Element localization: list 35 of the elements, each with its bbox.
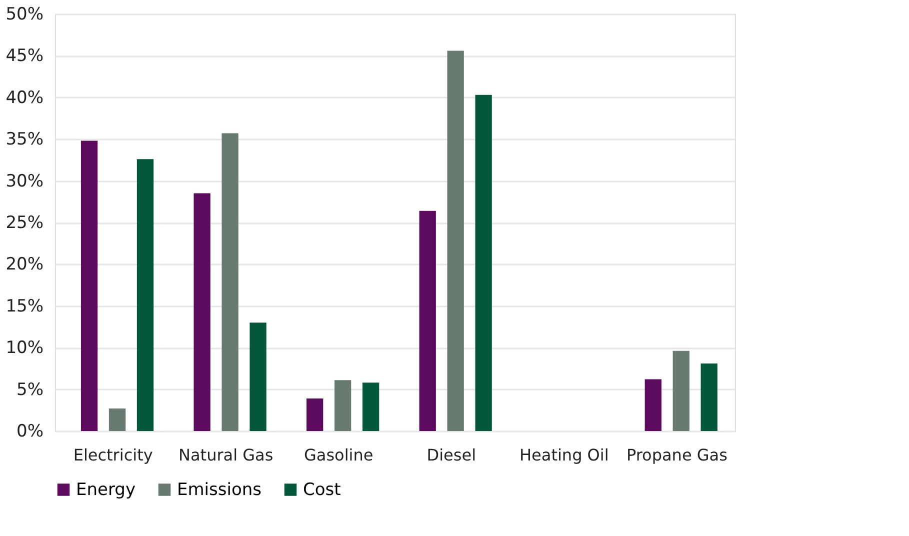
y-tick-label: 45% xyxy=(6,46,44,66)
bar xyxy=(419,210,436,431)
x-tick-label: Electricity xyxy=(73,446,153,464)
y-tick-label: 0% xyxy=(16,422,44,442)
bar xyxy=(475,94,492,431)
bar xyxy=(700,363,718,431)
bar xyxy=(362,382,380,431)
y-tick-label: 40% xyxy=(6,88,44,108)
bar xyxy=(334,380,352,431)
legend-label: Cost xyxy=(303,480,342,500)
y-tick-label: 20% xyxy=(6,254,44,275)
y-tick-label: 25% xyxy=(6,213,44,233)
bar xyxy=(672,350,690,431)
bar xyxy=(194,193,210,431)
bar xyxy=(447,50,464,431)
x-tick-label: Natural Gas xyxy=(178,446,274,464)
y-tick-label: 35% xyxy=(6,130,44,150)
y-tick-label: 10% xyxy=(6,338,44,358)
bar xyxy=(250,322,266,431)
x-tick-label: Gasoline xyxy=(304,446,374,464)
legend-label: Emissions xyxy=(177,480,262,500)
y-tick-label: 50% xyxy=(6,4,44,24)
y-tick-label: 5% xyxy=(16,380,44,400)
x-tick-label: Diesel xyxy=(426,446,476,464)
legend-label: Energy xyxy=(76,480,136,500)
y-tick-label: 15% xyxy=(6,296,44,316)
x-tick-label: Heating Oil xyxy=(520,446,609,464)
x-tick-label: Propane Gas xyxy=(626,446,728,464)
bar xyxy=(222,133,238,431)
bar xyxy=(80,140,98,431)
bar xyxy=(108,408,126,431)
bar xyxy=(644,379,662,431)
y-tick-label: 30% xyxy=(6,171,44,192)
bar xyxy=(306,398,324,431)
bar xyxy=(136,159,154,431)
